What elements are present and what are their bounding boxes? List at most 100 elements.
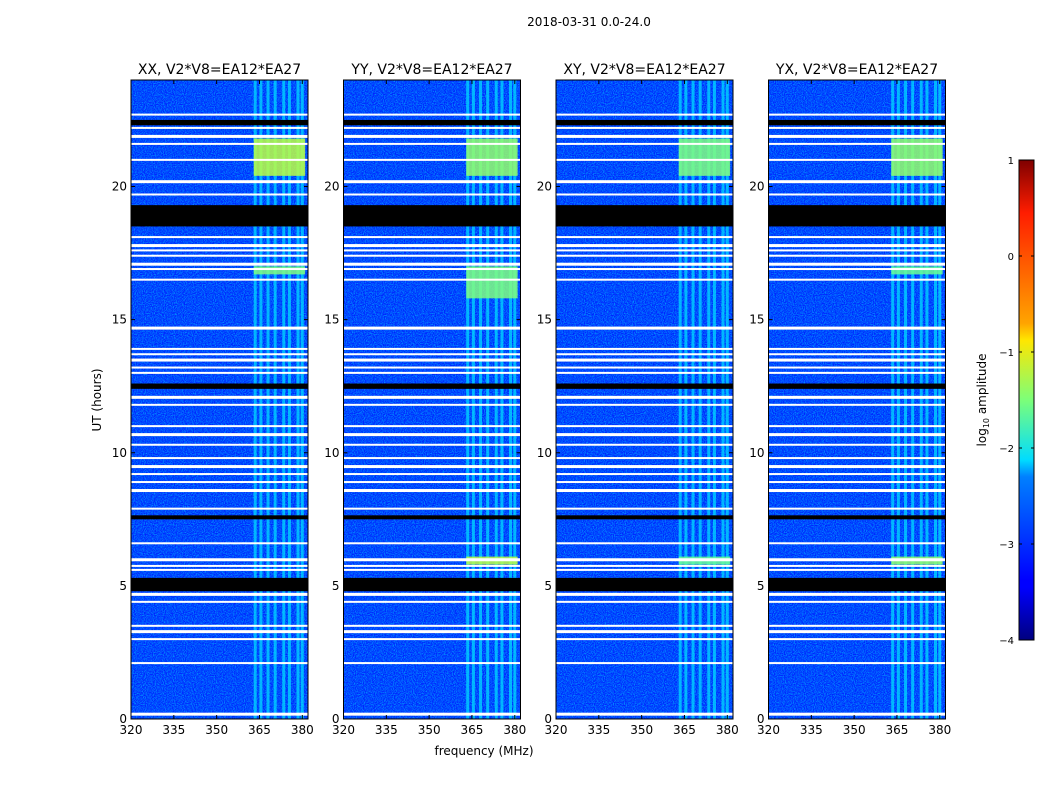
heatmap-noise [343,80,521,719]
flagged-line [556,600,733,603]
rfi-channel-stripe [253,80,257,719]
flagged-line [343,113,521,116]
flagged-line [556,134,733,138]
flagged-line [343,638,521,641]
flagged-line [556,347,733,350]
rfi-channel-stripe [471,80,475,719]
y-tick-label: 10 [749,446,764,460]
flagged-line [556,481,733,484]
flagged-line [768,347,946,350]
flagged-line [343,443,521,446]
flagged-line [556,425,733,428]
flagged-line [556,638,733,641]
x-tick-label: 335 [587,723,610,737]
rfi-channel-stripe [259,80,263,719]
flagged-line [131,568,308,571]
y-tick-label: 10 [537,446,552,460]
rfi-channel-stripe [911,80,915,719]
flagged-line [343,366,521,369]
flagged-line [343,473,521,476]
x-tick-label: 365 [248,723,271,737]
flagged-line [556,457,733,460]
flagged-line [556,268,733,271]
flagged-block [768,119,946,126]
y-tick-label: 5 [332,579,340,593]
rfi-channel-stripe [479,80,483,719]
x-tick-label: 365 [673,723,696,737]
x-tick-label: 350 [205,723,228,737]
flagged-line [131,249,308,252]
flagged-line [131,236,308,239]
x-tick-label: 350 [843,723,866,737]
panel-frame [768,79,946,720]
flagged-line [343,134,521,138]
flagged-line [343,600,521,603]
flagged-line [556,371,733,374]
flagged-line [556,473,733,476]
flagged-line [556,353,733,356]
flagged-line [131,425,308,428]
flagged-block [768,577,946,592]
flagged-line [556,126,733,129]
rfi-hotspot [253,266,306,275]
y-tick-label: 0 [757,712,765,726]
flagged-line [131,254,308,257]
flagged-line [556,249,733,252]
x-axis-label: frequency (MHz) [434,744,533,758]
flagged-line [131,457,308,460]
flagged-line [343,481,521,484]
flagged-line [343,193,521,196]
y-tick-label: 0 [544,712,552,726]
flagged-line [556,558,733,562]
y-tick-label: 20 [537,180,552,194]
flagged-line [343,278,521,281]
flagged-line [556,542,733,545]
flagged-line [556,403,733,406]
panel-frame [343,79,521,720]
flagged-line [343,158,521,161]
flagged-line [768,558,946,562]
y-tick-label: 15 [537,313,552,327]
rfi-hotspot [466,266,518,299]
y-tick-label: 20 [749,180,764,194]
panel-frame [555,79,734,720]
flagged-block [131,515,308,520]
flagged-line [768,662,946,665]
colorbar: log10 amplitude −4 −3 −2 −1 0 1 [975,156,1035,647]
rfi-channel-stripe [273,80,277,719]
x-tick-label: 320 [545,723,568,737]
flagged-line [556,236,733,239]
y-axis-label: UT (hours) [90,368,104,431]
flagged-line [343,425,521,428]
flagged-line [556,262,733,266]
flagged-block [556,515,733,520]
flagged-line [131,371,308,374]
flagged-line [343,126,521,129]
x-tick-label: 380 [503,723,526,737]
flagged-line [343,326,521,330]
flagged-line [131,712,308,716]
rfi-channel-stripe [934,80,938,719]
flagged-line [768,624,946,627]
panel-xy: XY, V2*V8=EA12*EA27 320 335 350 365 380 0 5 10 15… [537,62,739,737]
x-tick-label: 335 [800,723,823,737]
colorbar-tick-label: 1 [1008,156,1014,167]
panel-yy: YY, V2*V8=EA12*EA27 320 335 350 365 380 0 5 10 15… [324,62,526,737]
flagged-line [556,278,733,281]
flagged-line [768,507,946,510]
panel-title: YX, V2*V8=EA12*EA27 [775,62,938,78]
flagged-block [768,205,946,227]
colorbar-label: log10 amplitude [975,354,991,447]
flagged-line [131,489,308,493]
flagged-line [768,457,946,460]
flagged-line [768,180,946,184]
flagged-line [768,113,946,116]
flagged-line [768,564,946,567]
flagged-line [131,473,308,476]
y-tick-label: 0 [332,712,340,726]
heatmap-noise [768,80,946,719]
rfi-channel-stripe [698,80,702,719]
rfi-channel-stripe [494,80,498,719]
flagged-line [131,403,308,406]
flagged-line [131,507,308,510]
